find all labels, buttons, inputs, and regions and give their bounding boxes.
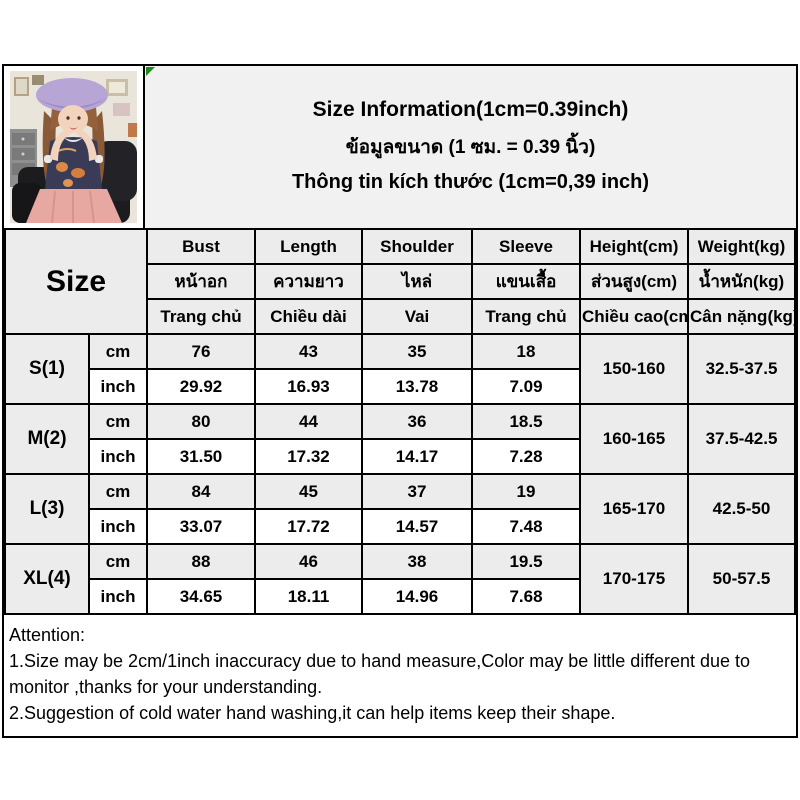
title-thai: ข้อมูลขนาด (1 ซม. = 0.39 นิ้ว) xyxy=(345,137,596,158)
header-shoulder-vi: Vai xyxy=(361,298,473,335)
cell-xl-sleeve-cm: 19.5 xyxy=(471,543,581,580)
row-s-cm: S(1) cm 76 43 35 18 150-160 32.5-37.5 xyxy=(4,333,796,405)
row-l-cm: L(3) cm 84 45 37 19 165-170 42.5-50 xyxy=(4,473,796,545)
page: Size Information(1cm=0.39inch) ข้อมูลขนา… xyxy=(2,64,798,738)
cell-m-weight: 37.5-42.5 xyxy=(687,403,796,475)
cell-l-bust-cm: 84 xyxy=(146,473,256,510)
cell-s-bust-cm: 76 xyxy=(146,333,256,370)
header-bust-vi: Trang chủ xyxy=(146,298,256,335)
header-weight-th: น้ำหนัก(kg) xyxy=(687,263,796,300)
cell-m-height: 160-165 xyxy=(579,403,689,475)
row-xl-cm: XL(4) cm 88 46 38 19.5 170-175 50-57.5 xyxy=(4,543,796,615)
cell-l-shoulder-inch: 14.57 xyxy=(361,508,473,545)
title-panel: Size Information(1cm=0.39inch) ข้อมูลขนา… xyxy=(145,66,796,228)
header-height-th: ส่วนสูง(cm) xyxy=(579,263,689,300)
row-xl-inch: inch 34.65 18.11 14.96 7.68 xyxy=(5,578,795,615)
attention-section: Attention: 1.Size may be 2cm/1inch inacc… xyxy=(4,615,796,736)
cell-xl-length-cm: 46 xyxy=(254,543,363,580)
cell-xl-bust-inch: 34.65 xyxy=(146,578,256,615)
cell-s-bust-inch: 29.92 xyxy=(146,368,256,405)
header-length-en: Length xyxy=(254,228,363,265)
cell-l-sleeve-cm: 19 xyxy=(471,473,581,510)
header-weight-en: Weight(kg) xyxy=(687,228,796,265)
unit-inch: inch xyxy=(88,368,148,405)
cell-l-sleeve-inch: 7.48 xyxy=(471,508,581,545)
product-photo xyxy=(10,71,137,223)
cell-s-shoulder-inch: 13.78 xyxy=(361,368,473,405)
header-shoulder-th: ไหล่ xyxy=(361,263,473,300)
product-photo-cell xyxy=(4,66,145,228)
attention-heading: Attention: xyxy=(9,625,86,645)
cell-s-length-inch: 16.93 xyxy=(254,368,363,405)
cell-m-bust-cm: 80 xyxy=(146,403,256,440)
header-sleeve-vi: Trang chủ xyxy=(471,298,581,335)
header-bust-en: Bust xyxy=(146,228,256,265)
header-height-en: Height(cm) xyxy=(579,228,689,265)
cell-xl-height: 170-175 xyxy=(579,543,689,615)
attention-note-2: 2.Suggestion of cold water hand washing,… xyxy=(9,703,616,723)
cell-xl-length-inch: 18.11 xyxy=(254,578,363,615)
cell-s-shoulder-cm: 35 xyxy=(361,333,473,370)
unit-cm: cm xyxy=(88,403,148,440)
header-row-thai: หน้าอก ความยาว ไหล่ แขนเสื้อ ส่วนสูง(cm)… xyxy=(5,263,796,300)
title-english: Size Information(1cm=0.39inch) xyxy=(312,98,629,121)
header-bust-th: หน้าอก xyxy=(146,263,256,300)
cell-xl-shoulder-cm: 38 xyxy=(361,543,473,580)
header-weight-vi: Cân nặng(kg) xyxy=(687,298,796,335)
row-m-cm: M(2) cm 80 44 36 18.5 160-165 37.5-42.5 xyxy=(4,403,796,475)
size-label-m: M(2) xyxy=(4,403,90,475)
cell-l-length-inch: 17.72 xyxy=(254,508,363,545)
size-label-s: S(1) xyxy=(4,333,90,405)
header-sleeve-en: Sleeve xyxy=(471,228,581,265)
cell-xl-weight: 50-57.5 xyxy=(687,543,796,615)
row-m-inch: inch 31.50 17.32 14.17 7.28 xyxy=(5,438,795,475)
cell-m-length-inch: 17.32 xyxy=(254,438,363,475)
cell-m-sleeve-cm: 18.5 xyxy=(471,403,581,440)
cell-l-length-cm: 45 xyxy=(254,473,363,510)
header-row-english: Size Bust Length Shoulder Sleeve Height(… xyxy=(4,228,796,335)
title-vietnamese: Thông tin kích thước (1cm=0,39 inch) xyxy=(291,171,650,193)
cell-error-marker-icon xyxy=(146,67,155,76)
header-shoulder-en: Shoulder xyxy=(361,228,473,265)
size-header-cell: Size xyxy=(4,228,148,335)
cell-s-sleeve-cm: 18 xyxy=(471,333,581,370)
size-chart-sheet: Size Information(1cm=0.39inch) ข้อมูลขนา… xyxy=(2,64,798,738)
unit-inch: inch xyxy=(88,508,148,545)
cell-m-shoulder-inch: 14.17 xyxy=(361,438,473,475)
unit-cm: cm xyxy=(88,543,148,580)
header-length-vi: Chiều dài xyxy=(254,298,363,335)
cell-m-sleeve-inch: 7.28 xyxy=(471,438,581,475)
row-s-inch: inch 29.92 16.93 13.78 7.09 xyxy=(5,368,795,405)
cell-xl-sleeve-inch: 7.68 xyxy=(471,578,581,615)
cell-xl-bust-cm: 88 xyxy=(146,543,256,580)
cell-s-length-cm: 43 xyxy=(254,333,363,370)
unit-inch: inch xyxy=(88,438,148,475)
cell-m-length-cm: 44 xyxy=(254,403,363,440)
cell-l-bust-inch: 33.07 xyxy=(146,508,256,545)
attention-note-1: 1.Size may be 2cm/1inch inaccuracy due t… xyxy=(9,651,751,697)
cell-l-weight: 42.5-50 xyxy=(687,473,796,545)
cell-s-height: 150-160 xyxy=(579,333,689,405)
cell-l-height: 165-170 xyxy=(579,473,689,545)
cell-s-sleeve-inch: 7.09 xyxy=(471,368,581,405)
unit-inch: inch xyxy=(88,578,148,615)
header-height-vi: Chiều cao(cm) xyxy=(579,298,689,335)
cell-m-bust-inch: 31.50 xyxy=(146,438,256,475)
header-length-th: ความยาว xyxy=(254,263,363,300)
cell-s-weight: 32.5-37.5 xyxy=(687,333,796,405)
cell-m-shoulder-cm: 36 xyxy=(361,403,473,440)
size-label-xl: XL(4) xyxy=(4,543,90,615)
size-table: Size Bust Length Shoulder Sleeve Height(… xyxy=(4,228,796,615)
top-section: Size Information(1cm=0.39inch) ข้อมูลขนา… xyxy=(4,66,796,228)
row-l-inch: inch 33.07 17.72 14.57 7.48 xyxy=(5,508,795,545)
cell-xl-shoulder-inch: 14.96 xyxy=(361,578,473,615)
unit-cm: cm xyxy=(88,473,148,510)
unit-cm: cm xyxy=(88,333,148,370)
size-label-l: L(3) xyxy=(4,473,90,545)
header-sleeve-th: แขนเสื้อ xyxy=(471,263,581,300)
cell-l-shoulder-cm: 37 xyxy=(361,473,473,510)
header-row-vietnamese: Trang chủ Chiều dài Vai Trang chủ Chiều … xyxy=(5,298,796,335)
